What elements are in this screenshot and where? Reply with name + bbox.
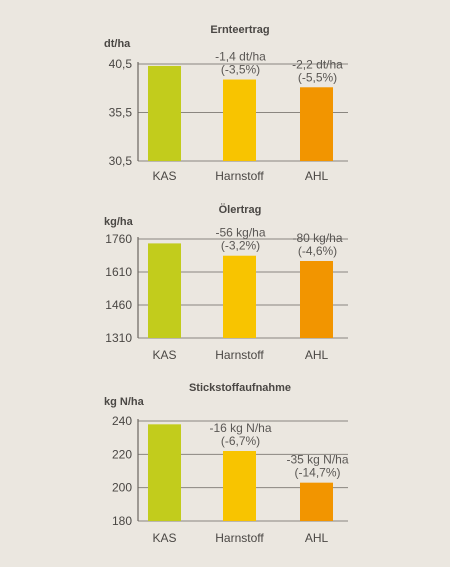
chart-title: Ernteertrag xyxy=(210,24,269,36)
y-tick-label: 200 xyxy=(112,481,132,495)
bar-ahl xyxy=(300,482,333,521)
y-tick-label: 40,5 xyxy=(109,57,133,71)
y-tick-label: 180 xyxy=(112,514,132,528)
bar-harnstoff xyxy=(223,79,256,161)
change-percent-annotation: (-6,7%) xyxy=(221,434,260,448)
bar-kas xyxy=(148,424,181,521)
category-label: Harnstoff xyxy=(215,169,264,183)
y-tick-label: 240 xyxy=(112,414,132,428)
bar-ahl xyxy=(300,87,333,161)
change-annotation: -16 kg N/ha xyxy=(209,421,271,435)
bar-harnstoff xyxy=(223,255,256,338)
y-tick-label: 1460 xyxy=(105,298,132,312)
y-tick-label: 30,5 xyxy=(109,154,133,168)
bar-kas xyxy=(148,243,181,338)
bar-ahl xyxy=(300,261,333,338)
change-percent-annotation: (-3,2%) xyxy=(221,239,260,253)
change-annotation: -80 kg/ha xyxy=(292,231,342,245)
category-label: Harnstoff xyxy=(215,348,264,362)
y-tick-label: 35,5 xyxy=(109,106,133,120)
bar-kas xyxy=(148,65,181,161)
category-label: KAS xyxy=(152,169,176,183)
category-label: KAS xyxy=(152,348,176,362)
category-label: Harnstoff xyxy=(215,531,264,545)
y-axis-unit-label: kg N/ha xyxy=(104,396,145,408)
change-percent-annotation: (-3,5%) xyxy=(221,63,260,77)
y-axis-unit-label: kg/ha xyxy=(104,216,134,228)
change-annotation: -1,4 dt/ha xyxy=(215,50,266,64)
change-annotation: -56 kg/ha xyxy=(215,226,265,240)
category-label: KAS xyxy=(152,531,176,545)
category-label: AHL xyxy=(305,169,329,183)
change-percent-annotation: (-5,5%) xyxy=(298,70,337,84)
change-percent-annotation: (-14,7%) xyxy=(294,466,340,480)
category-label: AHL xyxy=(305,531,329,545)
change-percent-annotation: (-4,6%) xyxy=(298,244,337,258)
chart-title: Stickstoffaufnahme xyxy=(189,382,291,394)
bar-harnstoff xyxy=(223,451,256,521)
chart-title: Ölertrag xyxy=(219,203,262,216)
y-tick-label: 220 xyxy=(112,447,132,461)
y-tick-label: 1310 xyxy=(105,331,132,345)
change-annotation: -35 kg N/ha xyxy=(286,453,348,467)
y-axis-unit-label: dt/ha xyxy=(104,38,131,50)
y-tick-label: 1760 xyxy=(105,232,132,246)
y-tick-label: 1610 xyxy=(105,265,132,279)
change-annotation: -2,2 dt/ha xyxy=(292,57,343,71)
category-label: AHL xyxy=(305,348,329,362)
